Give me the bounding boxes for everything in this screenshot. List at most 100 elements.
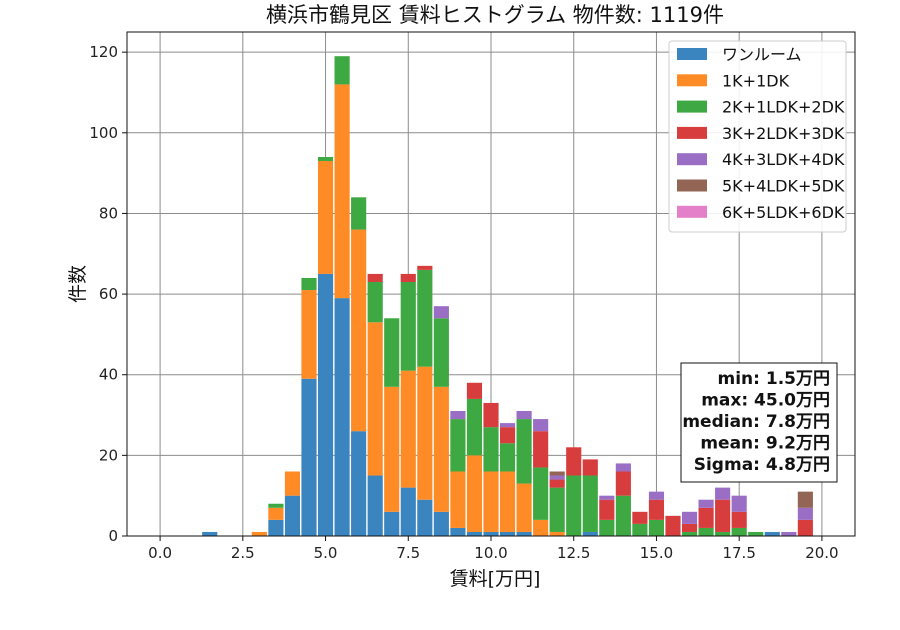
- legend-swatch: [677, 100, 707, 113]
- histogram-bar-3: [715, 499, 731, 532]
- histogram-bar-0: [317, 273, 334, 536]
- histogram-bar-0: [516, 531, 532, 536]
- x-axis-title: 賃料[万円]: [450, 568, 541, 590]
- histogram-bar-1: [351, 229, 367, 432]
- histogram-bar-2: [516, 419, 532, 484]
- histogram-bar-2: [582, 475, 598, 532]
- histogram-bar-1: [533, 519, 549, 536]
- stat-line: max: 45.0万円: [701, 391, 830, 411]
- histogram-bar-4: [681, 511, 698, 524]
- histogram-bar-2: [417, 269, 433, 367]
- legend: ワンルーム 1K+1DK 2K+1LDK+2DK 3K+2LDK+3DK 4K+3LDK…: [668, 40, 847, 233]
- legend-label: 5K+4LDK+5DK: [722, 177, 845, 196]
- histogram-bar-1: [466, 455, 483, 532]
- histogram-bar-1: [334, 84, 350, 299]
- histogram-bar-0: [764, 531, 780, 536]
- histogram-bar-1: [317, 161, 334, 274]
- histogram-bar-2: [549, 487, 565, 532]
- histogram-bar-4: [549, 475, 565, 480]
- histogram-bar-0: [582, 531, 598, 536]
- legend-label: 6K+5LDK+6DK: [722, 203, 845, 222]
- legend-swatch: [677, 153, 707, 166]
- histogram-bar-0: [268, 519, 284, 536]
- histogram-bar-0: [384, 511, 400, 536]
- stat-line: mean: 9.2万円: [700, 434, 830, 454]
- histogram-bar-0: [284, 495, 301, 536]
- legend-label: ワンルーム: [722, 45, 802, 64]
- legend-label: 4K+3LDK+4DK: [722, 150, 845, 169]
- histogram-bar-3: [499, 427, 516, 444]
- histogram-bar-2: [450, 419, 466, 472]
- histogram-bar-2: [748, 531, 764, 536]
- histogram-bar-4: [781, 531, 797, 536]
- histogram-bar-4: [499, 423, 516, 428]
- y-tick-label: 60: [99, 285, 118, 303]
- stats-box-frame: [680, 362, 838, 483]
- y-tick-label: 120: [89, 43, 118, 61]
- histogram-bar-3: [698, 507, 714, 528]
- histogram-bar-2: [466, 398, 483, 456]
- histogram-bar-2: [566, 475, 582, 536]
- histogram-bar-3: [797, 519, 813, 536]
- histogram-bar-2: [615, 495, 631, 536]
- legend-label: 1K+1DK: [722, 71, 790, 90]
- histogram-bar-1: [549, 531, 565, 536]
- histogram-bar-2: [698, 527, 714, 536]
- histogram-bar-0: [202, 531, 218, 536]
- y-tick-label: 80: [99, 204, 118, 222]
- histogram-bar-2: [301, 277, 317, 291]
- histogram-bar-2: [317, 156, 334, 162]
- histogram-bar-5: [549, 471, 565, 476]
- histogram-bar-3: [648, 499, 665, 520]
- histogram-bar-3: [566, 447, 582, 476]
- y-tick-label: 40: [99, 366, 118, 384]
- histogram-bar-3: [681, 523, 698, 532]
- legend-swatch: [677, 74, 707, 87]
- x-tick-label: 7.5: [396, 544, 420, 562]
- histogram-bar-2: [648, 519, 665, 536]
- legend-box: [668, 40, 847, 233]
- histogram-bar-0: [351, 431, 367, 536]
- histogram-bar-4: [533, 419, 549, 432]
- histogram-bar-4: [715, 487, 731, 500]
- y-tick-label: 0: [108, 527, 118, 545]
- histogram-bar-3: [533, 431, 549, 468]
- histogram-bar-3: [417, 265, 433, 270]
- histogram-bar-0: [301, 378, 317, 536]
- histogram-bar-0: [466, 531, 483, 536]
- histogram-bar-0: [367, 475, 383, 536]
- histogram-bar-1: [483, 471, 499, 532]
- histogram-bar-4: [516, 411, 532, 420]
- histogram-bar-1: [433, 386, 449, 512]
- legend-label: 3K+2LDK+3DK: [722, 124, 845, 143]
- histogram-bar-0: [433, 511, 449, 536]
- histogram-bar-0: [400, 487, 416, 536]
- legend-swatch: [677, 179, 707, 192]
- histogram-bar-2: [483, 427, 499, 472]
- histogram-bar-4: [450, 411, 466, 420]
- histogram-bar-2: [533, 467, 549, 520]
- legend-swatch: [677, 205, 707, 218]
- histogram-bar-2: [367, 281, 383, 323]
- x-tick-label: 17.5: [722, 544, 755, 562]
- x-tick-label: 0.0: [148, 544, 172, 562]
- histogram-bar-1: [268, 507, 284, 520]
- chart-title: 横浜市鶴見区 賃料ヒストグラム 物件数: 1119件: [266, 3, 724, 27]
- histogram-bar-2: [268, 503, 284, 508]
- histogram-bar-3: [632, 511, 648, 524]
- x-tick-label: 12.5: [557, 544, 590, 562]
- histogram-bar-3: [400, 273, 416, 282]
- y-axis-title: 件数: [67, 265, 89, 303]
- histogram-bar-4: [731, 495, 747, 512]
- legend-label: 2K+1LDK+2DK: [722, 98, 845, 117]
- histogram-bar-0: [483, 531, 499, 536]
- histogram-bar-0: [417, 499, 433, 536]
- histogram-bar-1: [284, 471, 301, 496]
- histogram-bar-1: [367, 322, 383, 476]
- stat-line: min: 1.5万円: [718, 369, 830, 389]
- histogram-bar-1: [516, 483, 532, 532]
- legend-swatch: [677, 126, 707, 139]
- histogram-bar-5: [797, 491, 813, 508]
- histogram-bar-4: [615, 463, 631, 472]
- histogram-bar-0: [450, 527, 466, 536]
